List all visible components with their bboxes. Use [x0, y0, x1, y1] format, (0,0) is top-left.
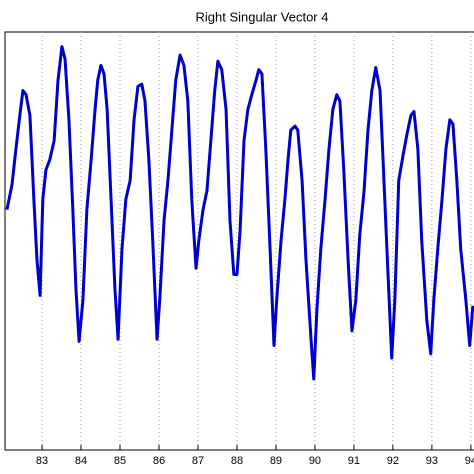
x-tick-label: 84: [75, 455, 87, 467]
x-tick-label: 87: [192, 455, 204, 467]
x-tick-label: 92: [387, 455, 399, 467]
x-tick-label: 85: [114, 455, 126, 467]
x-tick-label: 88: [231, 455, 243, 467]
x-tick-label: 93: [426, 455, 438, 467]
x-tick-label: 86: [153, 455, 165, 467]
chart-title: Right Singular Vector 4: [196, 9, 329, 24]
line-series: [5, 45, 474, 381]
x-tick-label: 89: [270, 455, 282, 467]
x-tick-label: 83: [36, 455, 48, 467]
x-tick-label: 94: [465, 455, 474, 467]
x-tick-label: 91: [348, 455, 360, 467]
x-tick-label: 90: [309, 455, 321, 467]
